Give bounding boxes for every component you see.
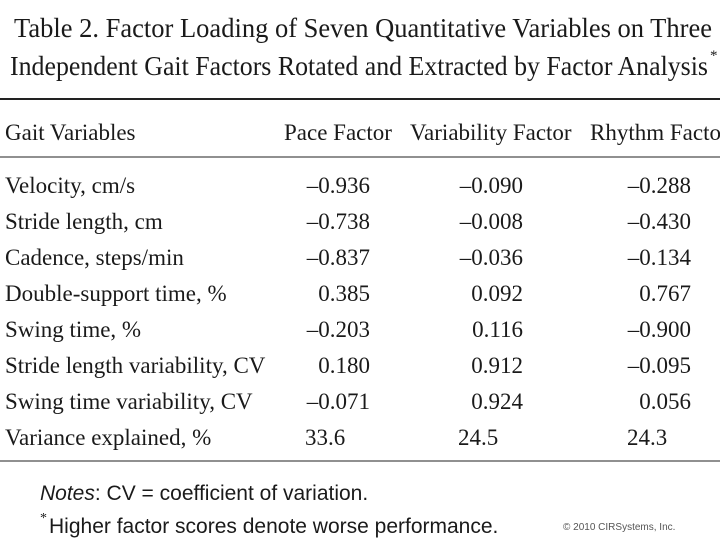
cell: –0.738 bbox=[306, 209, 370, 234]
title-line: Table 2. Factor Loading of Seven Quantit… bbox=[14, 13, 712, 43]
cell: –0.203 bbox=[306, 317, 370, 342]
cell: 0.056 bbox=[639, 389, 691, 414]
row-label: Stride length, cm bbox=[5, 209, 163, 234]
row-label: Swing time, % bbox=[5, 317, 141, 342]
row-label: Double-support time, % bbox=[5, 281, 227, 306]
copyright: © 2010 CIRSystems, Inc. bbox=[563, 522, 675, 533]
title-marker: * bbox=[710, 48, 718, 64]
cell: –0.288 bbox=[627, 173, 691, 198]
notes: Notes: CV = coefficient of variation. bbox=[40, 482, 368, 505]
column-header: Variability Factor bbox=[410, 120, 572, 145]
footnote-marker: * bbox=[40, 511, 47, 526]
notes-label: Notes bbox=[40, 482, 95, 505]
cell: 0.180 bbox=[318, 353, 370, 378]
cell: –0.936 bbox=[306, 173, 370, 198]
column-header: Pace Factor bbox=[284, 120, 392, 145]
cell: –0.071 bbox=[306, 389, 370, 414]
footnote: Higher factor scores denote worse perfor… bbox=[49, 515, 498, 538]
cell: –0.900 bbox=[627, 317, 691, 342]
cell: –0.837 bbox=[306, 245, 370, 270]
title-line: Independent Gait Factors Rotated and Ext… bbox=[10, 51, 708, 81]
cell: 0.924 bbox=[471, 389, 523, 414]
cell: 0.092 bbox=[471, 281, 523, 306]
cell: –0.036 bbox=[459, 245, 523, 270]
row-label: Stride length variability, CV bbox=[5, 353, 266, 378]
cell: 0.116 bbox=[472, 317, 523, 342]
cell: –0.090 bbox=[459, 173, 523, 198]
column-header: Rhythm Facto bbox=[590, 120, 720, 145]
cell: –0.095 bbox=[627, 353, 691, 378]
cell: –0.134 bbox=[627, 245, 692, 270]
cell: 24.3 bbox=[627, 425, 667, 450]
cell: 0.912 bbox=[471, 353, 523, 378]
cell: –0.008 bbox=[459, 209, 523, 234]
cell: 24.5 bbox=[458, 425, 498, 450]
row-label: Variance explained, % bbox=[5, 425, 211, 450]
cell: 0.385 bbox=[318, 281, 370, 306]
row-label: Cadence, steps/min bbox=[5, 245, 184, 270]
row-label: Swing time variability, CV bbox=[5, 389, 253, 414]
cell: –0.430 bbox=[627, 209, 691, 234]
column-header: Gait Variables bbox=[5, 120, 136, 145]
row-label: Velocity, cm/s bbox=[5, 173, 135, 198]
cell: 33.6 bbox=[305, 425, 345, 450]
notes-text: : CV = coefficient of variation. bbox=[95, 482, 368, 505]
table: Gait Variables Pace Factor Variability Fac… bbox=[5, 120, 720, 450]
cell: 0.767 bbox=[639, 281, 691, 306]
